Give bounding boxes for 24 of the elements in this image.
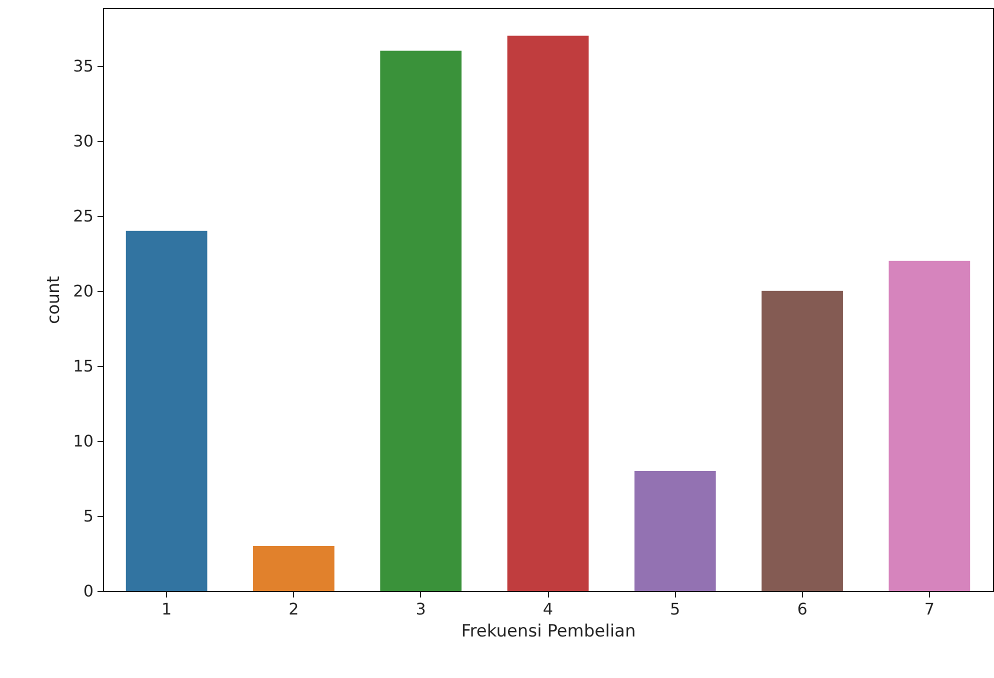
y-axis-title: count [44, 276, 64, 324]
y-tick-label: 30 [73, 131, 94, 150]
bar [507, 36, 589, 591]
y-tick-label: 20 [73, 281, 94, 300]
bar [888, 260, 970, 591]
x-tick-label: 6 [797, 600, 808, 618]
x-tick-label: 1 [161, 600, 172, 618]
x-tick-label: 3 [416, 600, 426, 618]
y-tick-label: 25 [73, 206, 94, 226]
bar [762, 290, 843, 591]
x-tick-label: 7 [924, 600, 935, 618]
y-tick-label: 35 [73, 56, 94, 76]
bar [126, 230, 208, 591]
y-tick-label: 15 [73, 356, 94, 376]
x-axis-title: Frekuensi Pembelian [461, 622, 636, 642]
y-tick-label: 5 [83, 506, 94, 526]
x-tick-label: 4 [542, 600, 554, 618]
x-tick-label: 2 [288, 600, 299, 618]
x-tick-label: 5 [670, 600, 680, 618]
y-tick-label: 10 [73, 431, 94, 450]
bar [253, 546, 334, 591]
bar [380, 50, 462, 591]
y-tick-label: 0 [83, 582, 94, 600]
bar [634, 470, 716, 591]
